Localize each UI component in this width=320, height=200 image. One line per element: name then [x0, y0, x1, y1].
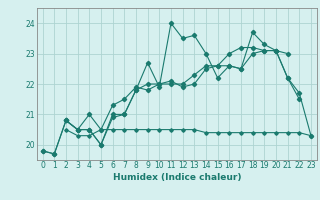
X-axis label: Humidex (Indice chaleur): Humidex (Indice chaleur) — [113, 173, 241, 182]
